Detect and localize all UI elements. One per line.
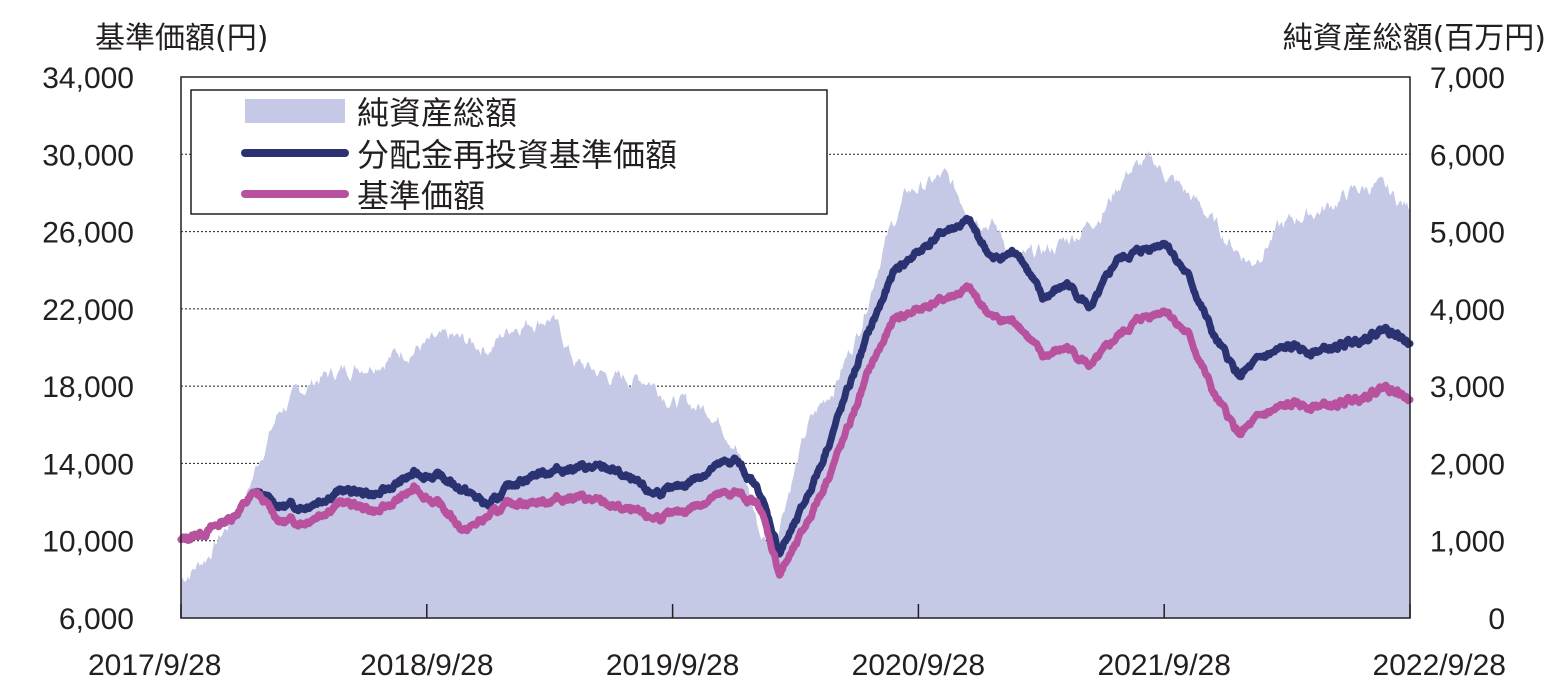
left-tick-label: 18,000 [42,371,134,404]
x-axis-tick-labels: 2017/9/28 2018/9/28 2019/9/28 2020/9/28 2021… [88,649,1506,682]
left-tick-label: 22,000 [42,294,134,327]
right-tick-label: 2,000 [1430,448,1505,481]
x-tick-label: 2018/9/28 [360,649,493,682]
right-tick-label: 0 [1488,603,1505,636]
legend-label-nav: 基準価額 [357,177,485,215]
right-tick-label: 6,000 [1430,139,1505,172]
plot-frame [180,76,1411,619]
right-tick-label: 4,000 [1430,294,1505,327]
series-line-nav [177,282,1414,579]
right-tick-label: 1,000 [1430,526,1505,559]
legend-label-net-assets: 純資産総額 [357,94,517,132]
legend: 純資産総額 分配金再投資基準価額 基準価額 [190,89,828,215]
left-tick-label: 10,000 [42,526,134,559]
right-axis-tick-labels: 7,000 6,000 5,000 4,000 3,000 2,000 1,000 0 [1430,62,1505,636]
left-tick-label: 6,000 [59,603,134,636]
right-axis-title: 純資産総額(百万円) [1283,21,1546,56]
left-tick-label: 34,000 [42,62,134,95]
left-tick-label: 14,000 [42,448,134,481]
right-tick-label: 5,000 [1430,217,1505,250]
x-tick-label: 2017/9/28 [88,649,221,682]
x-tick-label: 2020/9/28 [852,649,985,682]
x-tick-label: 2022/9/28 [1373,649,1506,682]
right-tick-label: 3,000 [1430,371,1505,404]
left-axis-tick-labels: 34,000 30,000 26,000 22,000 18,000 14,000 10,0… [42,62,134,636]
left-tick-label: 30,000 [42,139,134,172]
legend-label-reinvested-nav: 分配金再投資基準価額 [357,136,677,174]
left-tick-label: 26,000 [42,217,134,250]
x-tick-label: 2019/9/28 [606,649,739,682]
series-line-reinvested-nav [177,214,1414,558]
legend-swatch-net-assets [245,99,345,123]
right-tick-label: 7,000 [1430,62,1505,95]
x-tick-label: 2021/9/28 [1097,649,1230,682]
left-axis-title: 基準価額(円) [95,21,268,56]
